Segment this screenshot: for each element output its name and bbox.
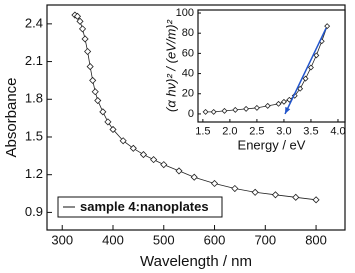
data-point [109,125,117,134]
data-point [81,35,89,43]
data-point [175,167,183,175]
data-point [78,25,87,33]
x-tick-label: 400 [102,232,124,247]
data-point [324,23,331,30]
data-point [275,100,282,107]
data-point [190,173,198,181]
x-tick-label: 300 [51,232,73,247]
x-tick-label: 2.0 [222,125,237,137]
data-point [313,52,320,59]
arrow-head [285,106,291,114]
y-tick-label: 80 [182,27,194,39]
y-tick-label: 2.4 [25,15,43,30]
y-tick-label: 60 [182,47,194,59]
data-point [119,137,127,145]
data-point [231,184,239,193]
y-tick-label: 1.5 [25,128,43,143]
x-tick-label: 600 [204,232,226,247]
data-point [264,102,271,109]
data-point [271,191,280,199]
y-tick-label: 40 [182,67,194,79]
inset-background [198,10,345,122]
data-point [253,104,260,111]
data-point [139,151,148,159]
data-point [210,179,219,188]
y-tick-label: 20 [182,88,194,100]
data-point [210,108,217,115]
y-tick-label: 2.1 [25,53,43,68]
y-axis-label: (α hν)² / (eV/m)² [163,19,178,112]
data-point [221,107,228,114]
y-tick-label: 0.9 [25,204,43,219]
data-point [307,64,314,71]
data-point [86,63,94,71]
data-point [104,118,112,126]
x-tick-label: 500 [153,232,175,247]
x-tick-label: 3.5 [303,125,318,137]
data-point [84,47,92,56]
fit-line [284,27,327,115]
data-point [292,193,300,201]
data-point [243,105,250,112]
data-point [202,108,209,115]
x-tick-label: 800 [305,232,327,247]
x-axis-label: Energy / eV [238,137,306,152]
annotation-box [57,196,223,218]
data-point [129,144,137,152]
data-point [302,75,309,82]
data-point [286,96,293,103]
data-point [99,108,107,116]
data-point [232,106,239,113]
data-point [150,156,158,164]
y-axis-label: Absorbance [3,77,20,157]
data-point [73,12,82,20]
data-point [297,85,304,92]
x-tick-label: 2.5 [249,125,264,137]
y-tick-label: 1.8 [25,91,43,106]
data-point [251,188,259,196]
data-point [91,88,99,96]
y-tick-label: 1.2 [25,166,43,181]
data-point [89,76,97,84]
data-point [160,161,168,169]
y-tick-label: 100 [176,7,194,19]
x-tick-label: 1.5 [195,125,210,137]
data-point [76,17,84,25]
x-tick-label: 4.0 [330,125,345,137]
data-point [94,96,102,105]
x-tick-label: 700 [254,232,276,247]
data-point [312,196,320,204]
plot-frame [197,9,346,123]
x-tick-label: 3.0 [276,125,291,137]
y-tick-label: 0 [188,108,194,120]
data-point [280,98,287,105]
annotation: sample 4:nanoplates [80,199,209,214]
x-axis-label: Wavelength / nm [140,253,252,270]
